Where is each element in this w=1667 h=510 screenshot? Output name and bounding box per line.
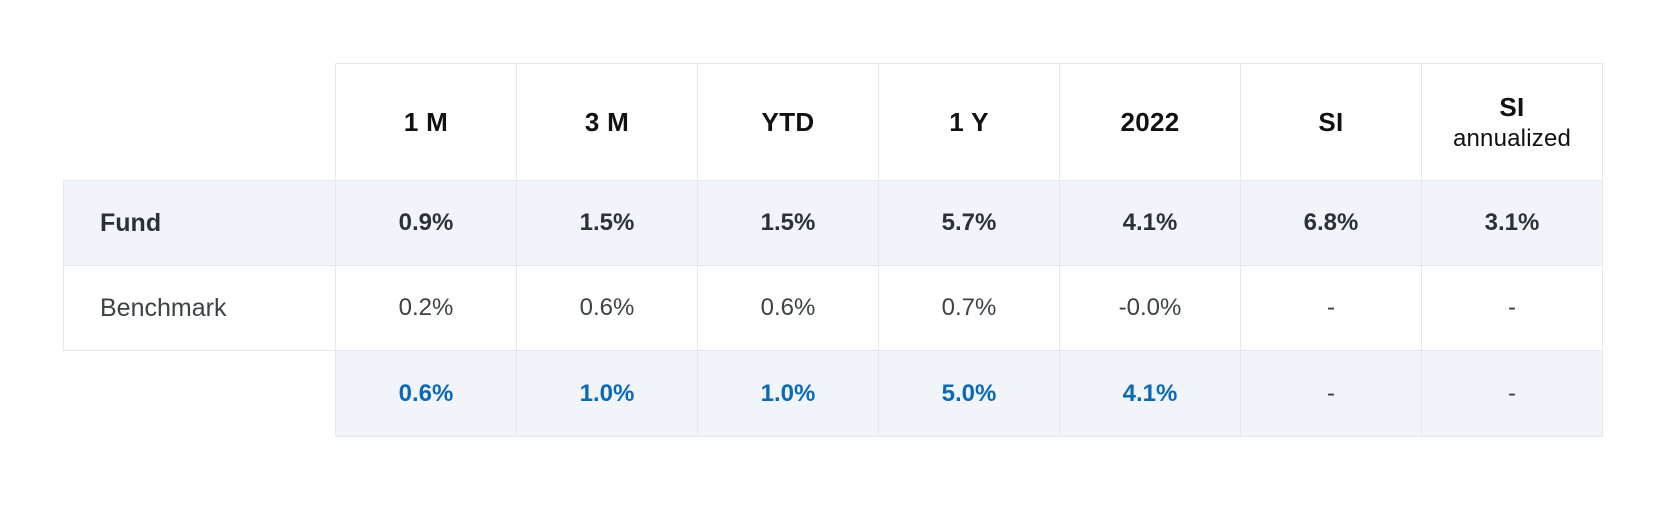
table-cell: 5.0%	[878, 350, 1060, 437]
table-row-benchmark: Benchmark 0.2% 0.6% 0.6% 0.7% -0.0% - -	[63, 265, 1603, 351]
table-header-row: 1 M 3 M YTD 1 Y 2022 SI SI annualized	[63, 63, 1603, 181]
column-header-si: SI	[1240, 63, 1422, 181]
table-cell: 0.7%	[878, 265, 1060, 351]
table-cell: 0.6%	[335, 350, 517, 437]
table-cell: 4.1%	[1059, 350, 1241, 437]
table-row-difference: 0.6% 1.0% 1.0% 5.0% 4.1% - -	[63, 350, 1603, 437]
table-cell: -0.0%	[1059, 265, 1241, 351]
performance-table-wrapper: 1 M 3 M YTD 1 Y 2022 SI SI annualized Fu…	[63, 63, 1603, 437]
row-label-benchmark: Benchmark	[63, 265, 336, 351]
column-header-si-annualized: SI annualized	[1421, 63, 1603, 181]
table-cell: 5.7%	[878, 180, 1060, 266]
column-header-ytd: YTD	[697, 63, 879, 181]
column-header-1y: 1 Y	[878, 63, 1060, 181]
table-cell: 0.2%	[335, 265, 517, 351]
table-cell: 3.1%	[1421, 180, 1603, 266]
row-label-fund: Fund	[63, 180, 336, 266]
column-header-2022: 2022	[1059, 63, 1241, 181]
column-header-1m: 1 M	[335, 63, 517, 181]
table-cell: 0.9%	[335, 180, 517, 266]
performance-table: 1 M 3 M YTD 1 Y 2022 SI SI annualized Fu…	[63, 63, 1603, 437]
table-cell: -	[1240, 265, 1422, 351]
header-corner-cell	[63, 63, 336, 181]
table-cell: 1.0%	[697, 350, 879, 437]
table-cell: -	[1421, 265, 1603, 351]
row-label-difference	[63, 350, 336, 437]
table-cell: 6.8%	[1240, 180, 1422, 266]
table-cell: -	[1421, 350, 1603, 437]
column-header-subtitle: annualized	[1452, 124, 1572, 152]
table-cell: 4.1%	[1059, 180, 1241, 266]
table-cell: 0.6%	[516, 265, 698, 351]
table-cell: 0.6%	[697, 265, 879, 351]
table-cell: -	[1240, 350, 1422, 437]
table-cell: 1.5%	[697, 180, 879, 266]
table-cell: 1.0%	[516, 350, 698, 437]
table-row-fund: Fund 0.9% 1.5% 1.5% 5.7% 4.1% 6.8% 3.1%	[63, 180, 1603, 266]
table-cell: 1.5%	[516, 180, 698, 266]
column-header-3m: 3 M	[516, 63, 698, 181]
